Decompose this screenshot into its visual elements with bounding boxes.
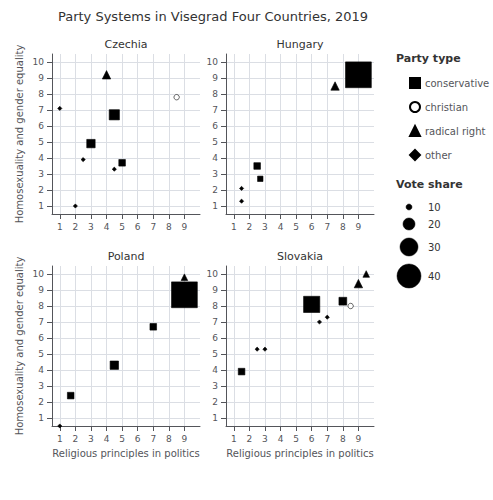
svg-text:3: 3 [262,222,268,232]
svg-text:3: 3 [212,169,218,179]
svg-text:8: 8 [212,89,218,99]
svg-text:8: 8 [38,89,44,99]
svg-text:radical right: radical right [425,126,486,137]
svg-text:2: 2 [212,397,218,407]
svg-text:3: 3 [88,434,94,444]
svg-text:Slovakia: Slovakia [277,250,323,263]
svg-text:4: 4 [278,434,284,444]
svg-text:conservative: conservative [425,78,489,89]
svg-text:6: 6 [309,222,315,232]
svg-text:8: 8 [212,301,218,311]
svg-text:5: 5 [293,434,299,444]
svg-text:2: 2 [247,222,253,232]
svg-text:4: 4 [38,153,44,163]
svg-text:6: 6 [135,434,141,444]
svg-text:5: 5 [119,434,125,444]
svg-text:5: 5 [38,349,44,359]
svg-text:5: 5 [212,137,218,147]
svg-text:2: 2 [38,185,44,195]
svg-text:10: 10 [33,57,45,67]
svg-text:9: 9 [356,222,362,232]
svg-text:Homosexuality and gender equal: Homosexuality and gender equality [14,257,25,436]
svg-text:2: 2 [247,434,253,444]
svg-text:7: 7 [38,105,44,115]
svg-text:1: 1 [38,201,44,211]
svg-text:10: 10 [33,269,45,279]
svg-text:8: 8 [340,434,346,444]
svg-text:6: 6 [38,121,44,131]
svg-text:4: 4 [38,365,44,375]
svg-text:2: 2 [73,434,79,444]
svg-text:7: 7 [324,434,330,444]
svg-text:4: 4 [104,222,110,232]
svg-text:christian: christian [425,102,468,113]
svg-text:10: 10 [428,202,441,213]
svg-text:30: 30 [428,242,441,253]
svg-text:1: 1 [57,222,63,232]
svg-text:Party type: Party type [396,52,461,65]
svg-text:4: 4 [212,365,218,375]
svg-text:8: 8 [340,222,346,232]
svg-text:Homosexuality and gender equal: Homosexuality and gender equality [14,45,25,224]
svg-text:Party Systems in Visegrad Four: Party Systems in Visegrad Four Countries… [58,9,368,24]
svg-text:Religious principles in politi: Religious principles in politics [226,448,373,459]
svg-text:10: 10 [207,269,219,279]
svg-text:6: 6 [309,434,315,444]
svg-text:3: 3 [38,169,44,179]
svg-text:Czechia: Czechia [104,38,147,51]
svg-text:9: 9 [38,285,44,295]
svg-text:9: 9 [182,434,188,444]
svg-text:4: 4 [104,434,110,444]
svg-text:9: 9 [38,73,44,83]
svg-text:1: 1 [57,434,63,444]
svg-text:Vote share: Vote share [396,178,463,191]
svg-text:4: 4 [212,153,218,163]
svg-text:2: 2 [38,397,44,407]
svg-text:9: 9 [212,73,218,83]
svg-text:3: 3 [88,222,94,232]
svg-text:5: 5 [212,349,218,359]
svg-text:40: 40 [428,271,441,282]
svg-text:1: 1 [231,434,237,444]
svg-text:Poland: Poland [108,250,145,263]
svg-text:9: 9 [182,222,188,232]
svg-text:6: 6 [212,333,218,343]
svg-text:5: 5 [38,137,44,147]
svg-text:7: 7 [212,317,218,327]
svg-text:8: 8 [38,301,44,311]
svg-text:20: 20 [428,219,441,230]
svg-text:7: 7 [212,105,218,115]
svg-text:8: 8 [166,222,172,232]
svg-text:1: 1 [231,222,237,232]
svg-text:5: 5 [119,222,125,232]
svg-text:1: 1 [212,413,218,423]
svg-text:6: 6 [135,222,141,232]
svg-text:7: 7 [324,222,330,232]
svg-text:9: 9 [212,285,218,295]
svg-text:6: 6 [38,333,44,343]
svg-text:1: 1 [212,201,218,211]
svg-text:Hungary: Hungary [277,38,324,51]
svg-text:3: 3 [38,381,44,391]
svg-text:2: 2 [212,185,218,195]
svg-text:3: 3 [262,434,268,444]
svg-text:6: 6 [212,121,218,131]
svg-text:other: other [425,150,453,161]
svg-text:7: 7 [38,317,44,327]
svg-text:7: 7 [150,222,156,232]
svg-text:8: 8 [166,434,172,444]
svg-text:Religious principles in politi: Religious principles in politics [52,448,199,459]
svg-text:9: 9 [356,434,362,444]
svg-text:7: 7 [150,434,156,444]
svg-text:2: 2 [73,222,79,232]
svg-text:3: 3 [212,381,218,391]
svg-text:5: 5 [293,222,299,232]
svg-text:4: 4 [278,222,284,232]
svg-text:1: 1 [38,413,44,423]
svg-text:10: 10 [207,57,219,67]
